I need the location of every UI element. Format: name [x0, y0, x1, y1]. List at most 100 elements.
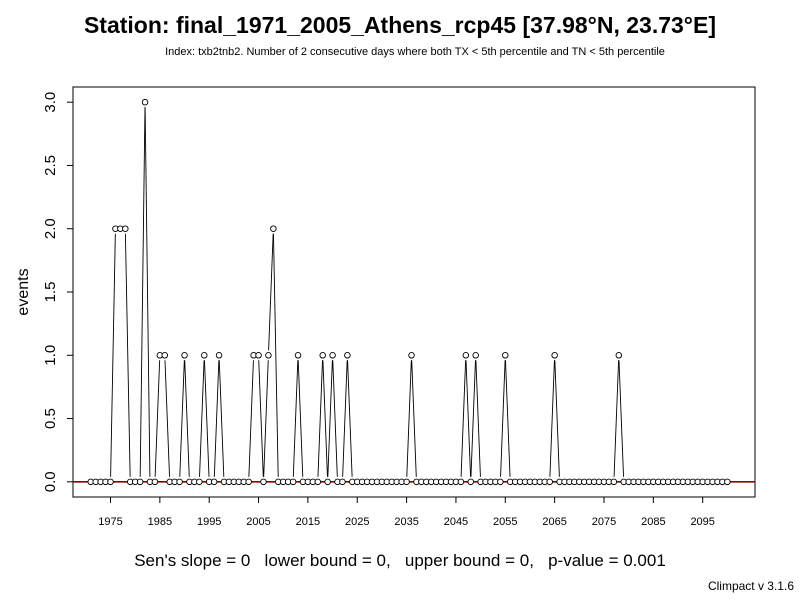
data-point	[136, 478, 144, 486]
data-point	[329, 352, 336, 359]
data-point	[215, 352, 223, 359]
data-point	[245, 478, 252, 486]
series-segment	[500, 360, 506, 477]
data-point	[210, 478, 218, 486]
series-segment	[411, 360, 417, 477]
series-segment	[268, 233, 274, 351]
data-point	[319, 352, 326, 359]
data-point	[107, 478, 114, 486]
x-tick-label: 2005	[246, 516, 270, 528]
data-point	[294, 352, 302, 359]
data-point	[408, 352, 415, 359]
series-segment	[460, 360, 467, 477]
x-tick-label: 2095	[690, 516, 714, 528]
series-segment	[292, 360, 299, 477]
series-segment	[273, 233, 279, 477]
data-point	[151, 478, 159, 486]
data-point	[141, 98, 149, 106]
series-segment	[297, 360, 304, 477]
x-tick-label: 1995	[197, 516, 221, 528]
series-segment	[554, 360, 560, 477]
data-point	[314, 478, 322, 486]
data-point	[502, 352, 509, 359]
series-segment	[199, 360, 205, 477]
series-segment	[406, 360, 412, 477]
data-point	[176, 478, 183, 486]
chart-title: Station: final_1971_2005_Athens_rcp45 [3…	[83, 12, 717, 38]
series-segment	[263, 360, 269, 477]
x-tick-label: 2025	[345, 516, 369, 528]
y-tick-label: 0.0	[42, 471, 59, 492]
series-segment	[317, 360, 323, 477]
sens-slope-summary: Sen's slope = 0 lower bound = 0, upper b…	[134, 551, 666, 570]
series-segment	[613, 360, 620, 477]
y-tick-label: 2.0	[42, 218, 59, 239]
series-segment	[248, 360, 254, 477]
x-tick-label: 2065	[542, 516, 566, 528]
data-point	[255, 352, 262, 359]
x-tick-label: 1975	[98, 516, 122, 528]
series-segment	[470, 360, 476, 477]
data-point	[270, 225, 277, 232]
series-segment	[164, 360, 170, 477]
series-segment	[184, 360, 190, 477]
data-point	[289, 478, 297, 486]
series-segment	[342, 360, 348, 477]
data-point	[610, 478, 618, 486]
series-segment	[258, 360, 264, 477]
chart-subtitle: Index: txb2tnb2. Number of 2 consecutive…	[165, 46, 665, 58]
data-point	[260, 478, 267, 486]
y-tick-label: 0.5	[42, 408, 59, 429]
x-tick-label: 2035	[394, 516, 418, 528]
series-segment	[124, 233, 131, 477]
data-point	[615, 352, 623, 359]
series-segment	[465, 360, 472, 477]
data-point	[403, 478, 410, 486]
data-point	[344, 352, 351, 359]
data-point	[467, 478, 475, 486]
series-segment	[144, 107, 151, 477]
data-point	[122, 225, 129, 232]
data-point	[324, 478, 331, 486]
x-tick-label: 2075	[592, 516, 616, 528]
data-point	[201, 352, 208, 359]
data-point	[196, 478, 203, 486]
series-segment	[347, 360, 353, 477]
series-segment	[332, 360, 338, 477]
plot-frame	[72, 86, 756, 498]
data-point	[457, 478, 465, 486]
x-tick-label: 2015	[296, 516, 320, 528]
y-tick-label: 1.5	[42, 282, 59, 303]
series-segment	[154, 360, 161, 477]
data-point	[546, 478, 553, 486]
x-tick-label: 1985	[148, 516, 172, 528]
series-segment	[204, 360, 210, 477]
data-point	[551, 352, 558, 359]
series-segment	[549, 360, 555, 477]
series-segment	[110, 233, 116, 477]
series-segment	[505, 360, 511, 477]
data-point	[497, 478, 504, 486]
data-point	[339, 478, 346, 486]
data-point	[472, 352, 479, 359]
y-tick-label: 1.0	[42, 345, 59, 366]
software-credit: Climpact v 3.1.6	[707, 579, 794, 593]
series-segment	[322, 360, 328, 477]
series-segment	[218, 360, 225, 477]
x-tick-label: 2085	[641, 516, 665, 528]
data-point	[265, 352, 272, 359]
y-axis-label: events	[15, 268, 32, 315]
series-segment	[327, 360, 333, 477]
data-point	[724, 478, 731, 486]
data-point	[161, 352, 169, 359]
series-segment	[139, 107, 146, 477]
series-segment	[213, 360, 220, 477]
y-tick-label: 2.5	[42, 155, 59, 176]
data-point	[181, 352, 188, 359]
x-tick-label: 2045	[444, 516, 468, 528]
series-segment	[179, 360, 185, 477]
y-tick-label: 3.0	[42, 92, 59, 113]
series-segment	[475, 360, 481, 477]
series-segment	[618, 360, 624, 477]
